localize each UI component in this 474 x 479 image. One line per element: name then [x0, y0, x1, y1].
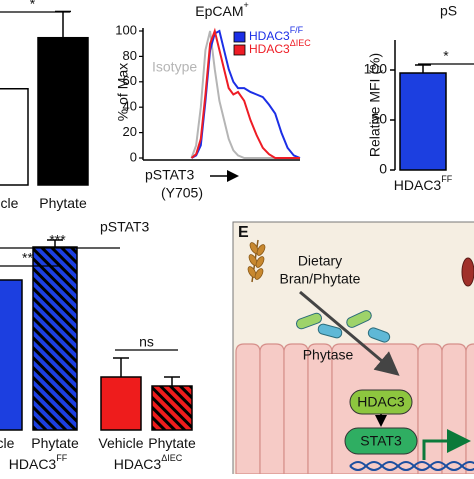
legend-label: HDAC3F/F	[249, 25, 304, 43]
x-tick-label-base: Phytate	[39, 195, 87, 211]
x-tick-label-sup: FF	[441, 174, 452, 184]
y-tick-label: 50	[371, 111, 387, 127]
mouse-icon	[461, 257, 474, 287]
y-tick-label: 100	[364, 61, 388, 77]
bar	[32, 246, 78, 431]
x-tick-label-base: hicle	[0, 195, 19, 211]
y-tick-label: 60	[123, 73, 137, 88]
stat3-node	[344, 427, 418, 455]
bacteria	[295, 310, 391, 343]
dna	[349, 461, 474, 471]
panel-e: E Dietary Bran/Phytate Phytase HDAC3 STA…	[232, 221, 474, 479]
group-label-base: HDAC3	[114, 456, 162, 472]
food-label: Dietary	[298, 253, 342, 269]
x-tick-label-base: Phytate	[31, 435, 79, 451]
node-label: HDAC3	[357, 394, 405, 410]
x-tick-label-base: hicle	[0, 435, 15, 451]
chart-title: EpCAM+	[195, 0, 249, 18]
legend-swatch	[233, 44, 246, 56]
group-label: HDAC3FF	[9, 453, 68, 471]
y-tick-label: 100	[115, 22, 137, 37]
legend-label-base: HDAC3	[249, 42, 290, 56]
chart-title: pS	[440, 3, 457, 19]
chart-title: pSTAT3	[100, 219, 149, 235]
bar	[0, 88, 29, 186]
y-axis-label: % of Max	[115, 63, 131, 121]
panel-label: E	[238, 224, 249, 241]
significance-label: *	[443, 48, 449, 64]
group-label-base: HDAC3	[9, 456, 57, 472]
x-tick-label-base: HDAC3	[394, 177, 442, 193]
significance-label: *	[30, 0, 36, 12]
y-axis-label: Relative MFI (%)	[367, 53, 383, 157]
x-tick-label-base: Vehicle	[98, 435, 143, 451]
y-tick-label: 0	[379, 161, 387, 177]
x-tick-label: HDAC3FF	[394, 174, 453, 192]
legend-label-sup: ΔIEC	[290, 38, 312, 48]
x-axis-label: (Y705)	[161, 185, 203, 201]
significance-label: **	[22, 250, 33, 266]
x-tick-label-base: Phytate	[148, 435, 196, 451]
bar	[37, 36, 89, 186]
group-label-sup: FF	[56, 453, 67, 463]
group-label-sup: ΔIEC	[161, 453, 183, 463]
y-tick-label: 80	[123, 48, 137, 63]
x-tick-label: hicle	[0, 195, 19, 211]
significance-label: ***	[49, 232, 66, 248]
x-tick-label: Phytate	[39, 195, 87, 211]
x-tick-label: Phytate	[148, 435, 196, 451]
legend-label-base: HDAC3	[249, 29, 290, 43]
y-tick-label: 40	[123, 99, 137, 114]
x-tick-label: Phytate	[31, 435, 79, 451]
legend-swatch	[233, 31, 246, 43]
bar	[0, 279, 23, 431]
bar	[399, 72, 447, 171]
food-label: Bran/Phytate	[280, 271, 361, 287]
node-label: STAT3	[360, 433, 402, 449]
legend-label: HDAC3ΔIEC	[249, 38, 311, 56]
chart-title-base: EpCAM	[195, 3, 243, 19]
bar	[151, 385, 193, 431]
x-tick-label: hicle	[0, 435, 15, 451]
x-axis-label: pSTAT3	[145, 167, 194, 183]
y-tick-label: 0	[130, 149, 137, 164]
uptake-arrow	[299, 290, 400, 376]
x-tick-label: Vehicle	[98, 435, 143, 451]
significance-label: ns	[139, 334, 154, 350]
chart-title-sup: +	[243, 0, 248, 10]
bar	[100, 376, 142, 431]
group-label: HDAC3ΔIEC	[114, 453, 183, 471]
series-label: Isotype	[152, 59, 197, 75]
wheat-icon	[247, 239, 266, 283]
y-tick-label: 20	[123, 124, 137, 139]
enzyme-label: Phytase	[303, 347, 354, 363]
transcription-arrow	[422, 429, 471, 460]
histogram-line	[190, 27, 300, 159]
legend-label-sup: F/F	[290, 25, 304, 35]
